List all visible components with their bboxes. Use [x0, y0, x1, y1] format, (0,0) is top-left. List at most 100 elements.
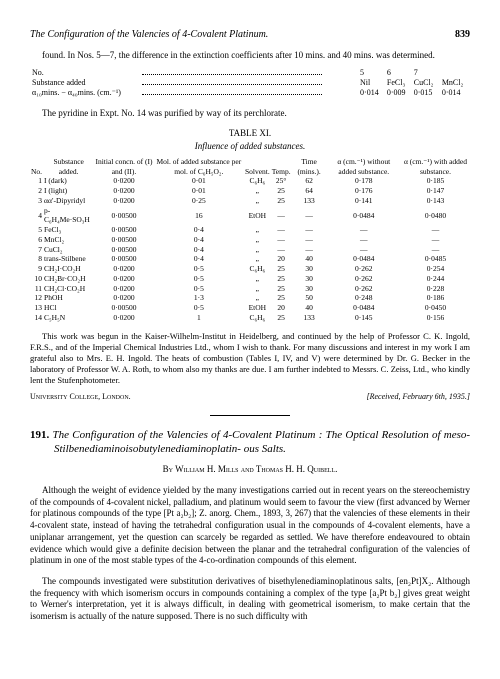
cell: FeCl₃: [385, 78, 412, 88]
cell: 25°: [271, 176, 292, 186]
cell: 12: [30, 293, 43, 303]
cell: No.: [30, 68, 140, 78]
header-title: The Configuration of the Valencies of 4-…: [30, 28, 268, 41]
cell: 0·4: [154, 254, 244, 264]
cell: 0·143: [401, 196, 470, 206]
cell: trans-Stilbene: [43, 254, 94, 264]
cell: 0·0200: [94, 264, 153, 274]
cell: 30: [292, 284, 327, 294]
cell: 2: [30, 186, 43, 196]
cell: I (light): [43, 186, 94, 196]
cell: 0·00500: [94, 303, 153, 313]
cell: 0·0200: [94, 313, 153, 323]
cell: —: [271, 235, 292, 245]
dotted-line: [142, 94, 322, 95]
cell: 0·244: [401, 274, 470, 284]
cell: 7: [30, 245, 43, 255]
cell: 25: [271, 264, 292, 274]
cell: 0·0484: [327, 254, 401, 264]
cell: „: [244, 245, 271, 255]
cell: „: [244, 254, 271, 264]
cell: 25: [271, 313, 292, 323]
cell: EtOH: [244, 206, 271, 226]
cell: 0·5: [154, 264, 244, 274]
cell: EtOH: [244, 303, 271, 313]
cell: —: [401, 245, 470, 255]
cell: HCl: [43, 303, 94, 313]
cell: 0·228: [401, 284, 470, 294]
cell: 6: [30, 235, 43, 245]
cell: 7: [412, 68, 440, 78]
cell: CuCl₂: [43, 245, 94, 255]
cell: —: [401, 225, 470, 235]
th: Initial concn. of (I) and (II).: [94, 157, 153, 177]
cell: —: [292, 235, 327, 245]
cell: 0·156: [401, 313, 470, 323]
cell: 0·0484: [327, 303, 401, 313]
cell: 1: [30, 176, 43, 186]
cell: „: [244, 274, 271, 284]
cell: 0·4: [154, 235, 244, 245]
table-11-title: TABLE XI.: [30, 128, 470, 140]
cell: —: [292, 206, 327, 226]
cell: 0·0200: [94, 186, 153, 196]
cell: 20: [271, 254, 292, 264]
table-11: No. Substance added. Initial concn. of (…: [30, 157, 470, 323]
cell: —: [271, 225, 292, 235]
cell: 6: [385, 68, 412, 78]
cell: 1·3: [154, 293, 244, 303]
cell: PhOH: [43, 293, 94, 303]
cell: 25: [271, 284, 292, 294]
cell: 0·0480: [401, 206, 470, 226]
th: α (cm.⁻¹) with added substance.: [401, 157, 470, 177]
cell: 64: [292, 186, 327, 196]
cell: 0·00500: [94, 206, 153, 226]
th: Temp.: [271, 157, 292, 177]
cell: 0·00500: [94, 225, 153, 235]
table-11-subtitle: Influence of added substances.: [30, 141, 470, 153]
cell: 40: [292, 254, 327, 264]
page-number: 839: [455, 28, 470, 41]
cell: FeCl₃: [43, 225, 94, 235]
cell: 0·0200: [94, 176, 153, 186]
closing-paragraph: This work was begun in the Kaiser-Wilhel…: [30, 331, 470, 386]
th: No.: [30, 157, 43, 177]
article-authors: By William H. Mills and Thomas H. H. Qui…: [30, 464, 470, 476]
cell: 0·0200: [94, 293, 153, 303]
cell: 30: [292, 264, 327, 274]
cell: —: [271, 206, 292, 226]
cell: „: [244, 225, 271, 235]
cell: 0·0200: [94, 284, 153, 294]
cell: 8: [30, 254, 43, 264]
cell: 0·262: [327, 264, 401, 274]
cell: 62: [292, 176, 327, 186]
cell: 50: [292, 293, 327, 303]
cell: CH₂Cl·CO₂H: [43, 284, 94, 294]
cell: 0·176: [327, 186, 401, 196]
cell: 0·014: [440, 88, 470, 98]
cell: MnCl₂: [43, 235, 94, 245]
cell: 11: [30, 284, 43, 294]
th: α (cm.⁻¹) without added substance.: [327, 157, 401, 177]
cell: 9: [30, 264, 43, 274]
cell: CuCl₂: [412, 78, 440, 88]
cell: 0·145: [327, 313, 401, 323]
th: Time (mins.).: [292, 157, 327, 177]
cell: α₁₀mins. − α₄₀mins. (cm.⁻¹): [30, 88, 140, 98]
section-divider: [210, 415, 290, 416]
cell: 4: [30, 206, 43, 226]
cell: 0·00500: [94, 245, 153, 255]
cell: 0·01: [154, 186, 244, 196]
cell: 133: [292, 196, 327, 206]
cell: —: [292, 245, 327, 255]
cell: I (dark): [43, 176, 94, 186]
cell: 40: [292, 303, 327, 313]
cell: 0·185: [401, 176, 470, 186]
cell: 0·009: [385, 88, 412, 98]
cell: 0·25: [154, 196, 244, 206]
cell: 0·141: [327, 196, 401, 206]
cell: 25: [271, 293, 292, 303]
affiliation-place: University College, London.: [30, 392, 131, 402]
cell: —: [327, 235, 401, 245]
cell: C₅H₅N: [43, 313, 94, 323]
